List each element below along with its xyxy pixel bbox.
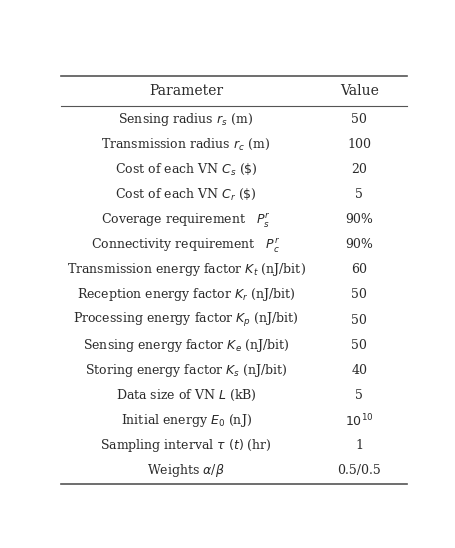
Text: 5: 5	[354, 188, 362, 201]
Text: Data size of VN $L$ (kB): Data size of VN $L$ (kB)	[115, 388, 256, 403]
Text: Transmission radius $r_c$ (m): Transmission radius $r_c$ (m)	[101, 136, 270, 152]
Text: 1: 1	[354, 439, 362, 452]
Text: 40: 40	[350, 364, 366, 377]
Text: Sensing radius $r_s$ (m): Sensing radius $r_s$ (m)	[118, 111, 253, 128]
Text: Value: Value	[339, 84, 378, 99]
Text: Cost of each VN $C_r$ ($\$$): Cost of each VN $C_r$ ($\$$)	[115, 187, 256, 202]
Text: 90%: 90%	[344, 238, 372, 251]
Text: $10^{10}$: $10^{10}$	[344, 412, 373, 429]
Text: Initial energy $E_0$ (nJ): Initial energy $E_0$ (nJ)	[120, 412, 251, 429]
Text: 50: 50	[350, 288, 366, 301]
Text: 60: 60	[350, 264, 366, 276]
Text: Weights $\alpha$/$\beta$: Weights $\alpha$/$\beta$	[147, 463, 224, 480]
Text: 5: 5	[354, 389, 362, 402]
Text: 0.5/0.5: 0.5/0.5	[337, 465, 380, 477]
Text: Storing energy factor $K_s$ (nJ/bit): Storing energy factor $K_s$ (nJ/bit)	[85, 362, 287, 379]
Text: Sampling interval $\tau$ $(t)$ (hr): Sampling interval $\tau$ $(t)$ (hr)	[100, 437, 271, 454]
Text: Parameter: Parameter	[149, 84, 222, 99]
Text: 20: 20	[350, 163, 366, 176]
Text: Coverage requirement   $P_s^r$: Coverage requirement $P_s^r$	[101, 210, 270, 229]
Text: Connectivity requirement   $P_c^r$: Connectivity requirement $P_c^r$	[91, 236, 280, 254]
Text: 50: 50	[350, 313, 366, 327]
Text: 90%: 90%	[344, 213, 372, 226]
Text: Sensing energy factor $K_e$ (nJ/bit): Sensing energy factor $K_e$ (nJ/bit)	[82, 337, 289, 354]
Text: 50: 50	[350, 112, 366, 125]
Text: Reception energy factor $K_r$ (nJ/bit): Reception energy factor $K_r$ (nJ/bit)	[76, 287, 294, 304]
Text: Processing energy factor $K_p$ (nJ/bit): Processing energy factor $K_p$ (nJ/bit)	[73, 311, 298, 329]
Text: 100: 100	[346, 138, 370, 151]
Text: 50: 50	[350, 339, 366, 352]
Text: Transmission energy factor $K_t$ (nJ/bit): Transmission energy factor $K_t$ (nJ/bit…	[66, 261, 305, 278]
Text: Cost of each VN $C_s$ ($\$$): Cost of each VN $C_s$ ($\$$)	[114, 162, 257, 177]
